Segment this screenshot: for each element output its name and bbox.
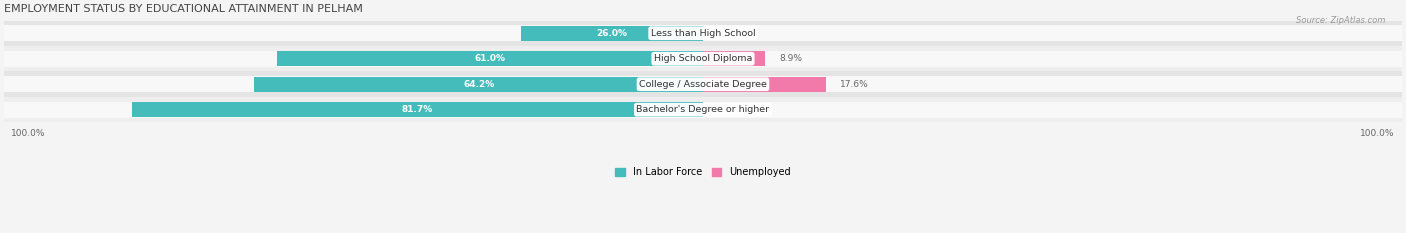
Text: 61.0%: 61.0%: [474, 54, 505, 63]
Bar: [4, 97, 1402, 123]
Bar: [4, 51, 1402, 67]
Bar: [703, 51, 765, 66]
Bar: [4, 21, 1402, 46]
Bar: [4, 102, 1402, 118]
Text: 64.2%: 64.2%: [463, 80, 495, 89]
Text: High School Diploma: High School Diploma: [654, 54, 752, 63]
Text: College / Associate Degree: College / Associate Degree: [640, 80, 766, 89]
Bar: [4, 76, 1402, 92]
Bar: [254, 77, 703, 92]
Text: 17.6%: 17.6%: [839, 80, 869, 89]
Legend: In Labor Force, Unemployed: In Labor Force, Unemployed: [612, 163, 794, 181]
Text: Less than High School: Less than High School: [651, 29, 755, 38]
Text: Bachelor's Degree or higher: Bachelor's Degree or higher: [637, 105, 769, 114]
Text: 0.0%: 0.0%: [717, 29, 740, 38]
Text: 100.0%: 100.0%: [11, 129, 45, 138]
Bar: [4, 72, 1402, 97]
Bar: [522, 26, 703, 41]
Text: 26.0%: 26.0%: [596, 29, 627, 38]
Bar: [277, 51, 703, 66]
Bar: [4, 46, 1402, 72]
Text: 100.0%: 100.0%: [1361, 129, 1395, 138]
Text: EMPLOYMENT STATUS BY EDUCATIONAL ATTAINMENT IN PELHAM: EMPLOYMENT STATUS BY EDUCATIONAL ATTAINM…: [4, 4, 363, 14]
Bar: [4, 25, 1402, 41]
Bar: [703, 77, 825, 92]
Bar: [132, 102, 703, 117]
Text: 8.9%: 8.9%: [779, 54, 803, 63]
Text: 81.7%: 81.7%: [402, 105, 433, 114]
Text: Source: ZipAtlas.com: Source: ZipAtlas.com: [1295, 16, 1385, 25]
Text: 0.0%: 0.0%: [717, 105, 740, 114]
